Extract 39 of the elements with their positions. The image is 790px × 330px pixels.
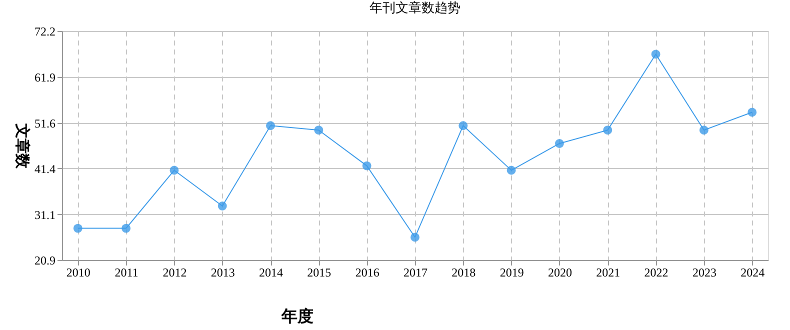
chart-title: 年刊文章数趋势 [370,0,460,15]
point [651,50,660,59]
y-axis-title: 文章数 [14,122,32,170]
x-tick-label: 2010 [66,266,90,280]
point [122,224,131,233]
point [314,126,324,135]
x-axis-title: 年度 [280,306,314,326]
point [73,224,82,233]
x-tick-label: 2015 [307,266,332,280]
point [603,126,612,135]
x-tick-label: 2024 [740,266,765,280]
x-tick-label: 2019 [500,266,524,280]
x-tick-label: 2017 [404,266,428,280]
x-tick-label: 2022 [644,266,668,280]
x-tick-label: 2012 [162,266,187,280]
y-tick-label: 61.9 [34,70,56,84]
y-tick-label: 31.1 [34,208,56,222]
point [410,232,420,242]
point [748,108,757,117]
point [458,121,468,130]
point [218,202,227,210]
point [555,139,564,148]
point [170,166,179,175]
x-tick-label: 2016 [355,266,380,280]
x-tick-label: 2023 [692,266,716,280]
x-tick-label: 2018 [452,266,476,280]
x-tick-label: 2013 [210,266,235,280]
x-tick-label: 2021 [596,266,620,280]
y-tick-label: 72.2 [34,24,56,38]
x-tick-label: 2014 [259,266,284,280]
x-tick-label: 2020 [548,266,572,280]
y-tick-label: 41.4 [34,162,56,176]
x-tick-label: 2011 [114,266,138,280]
point [362,161,372,170]
y-tick-label: 51.6 [34,116,56,130]
point [506,166,516,175]
point [699,126,708,135]
y-tick-label: 20.9 [34,254,56,268]
point [266,121,275,130]
